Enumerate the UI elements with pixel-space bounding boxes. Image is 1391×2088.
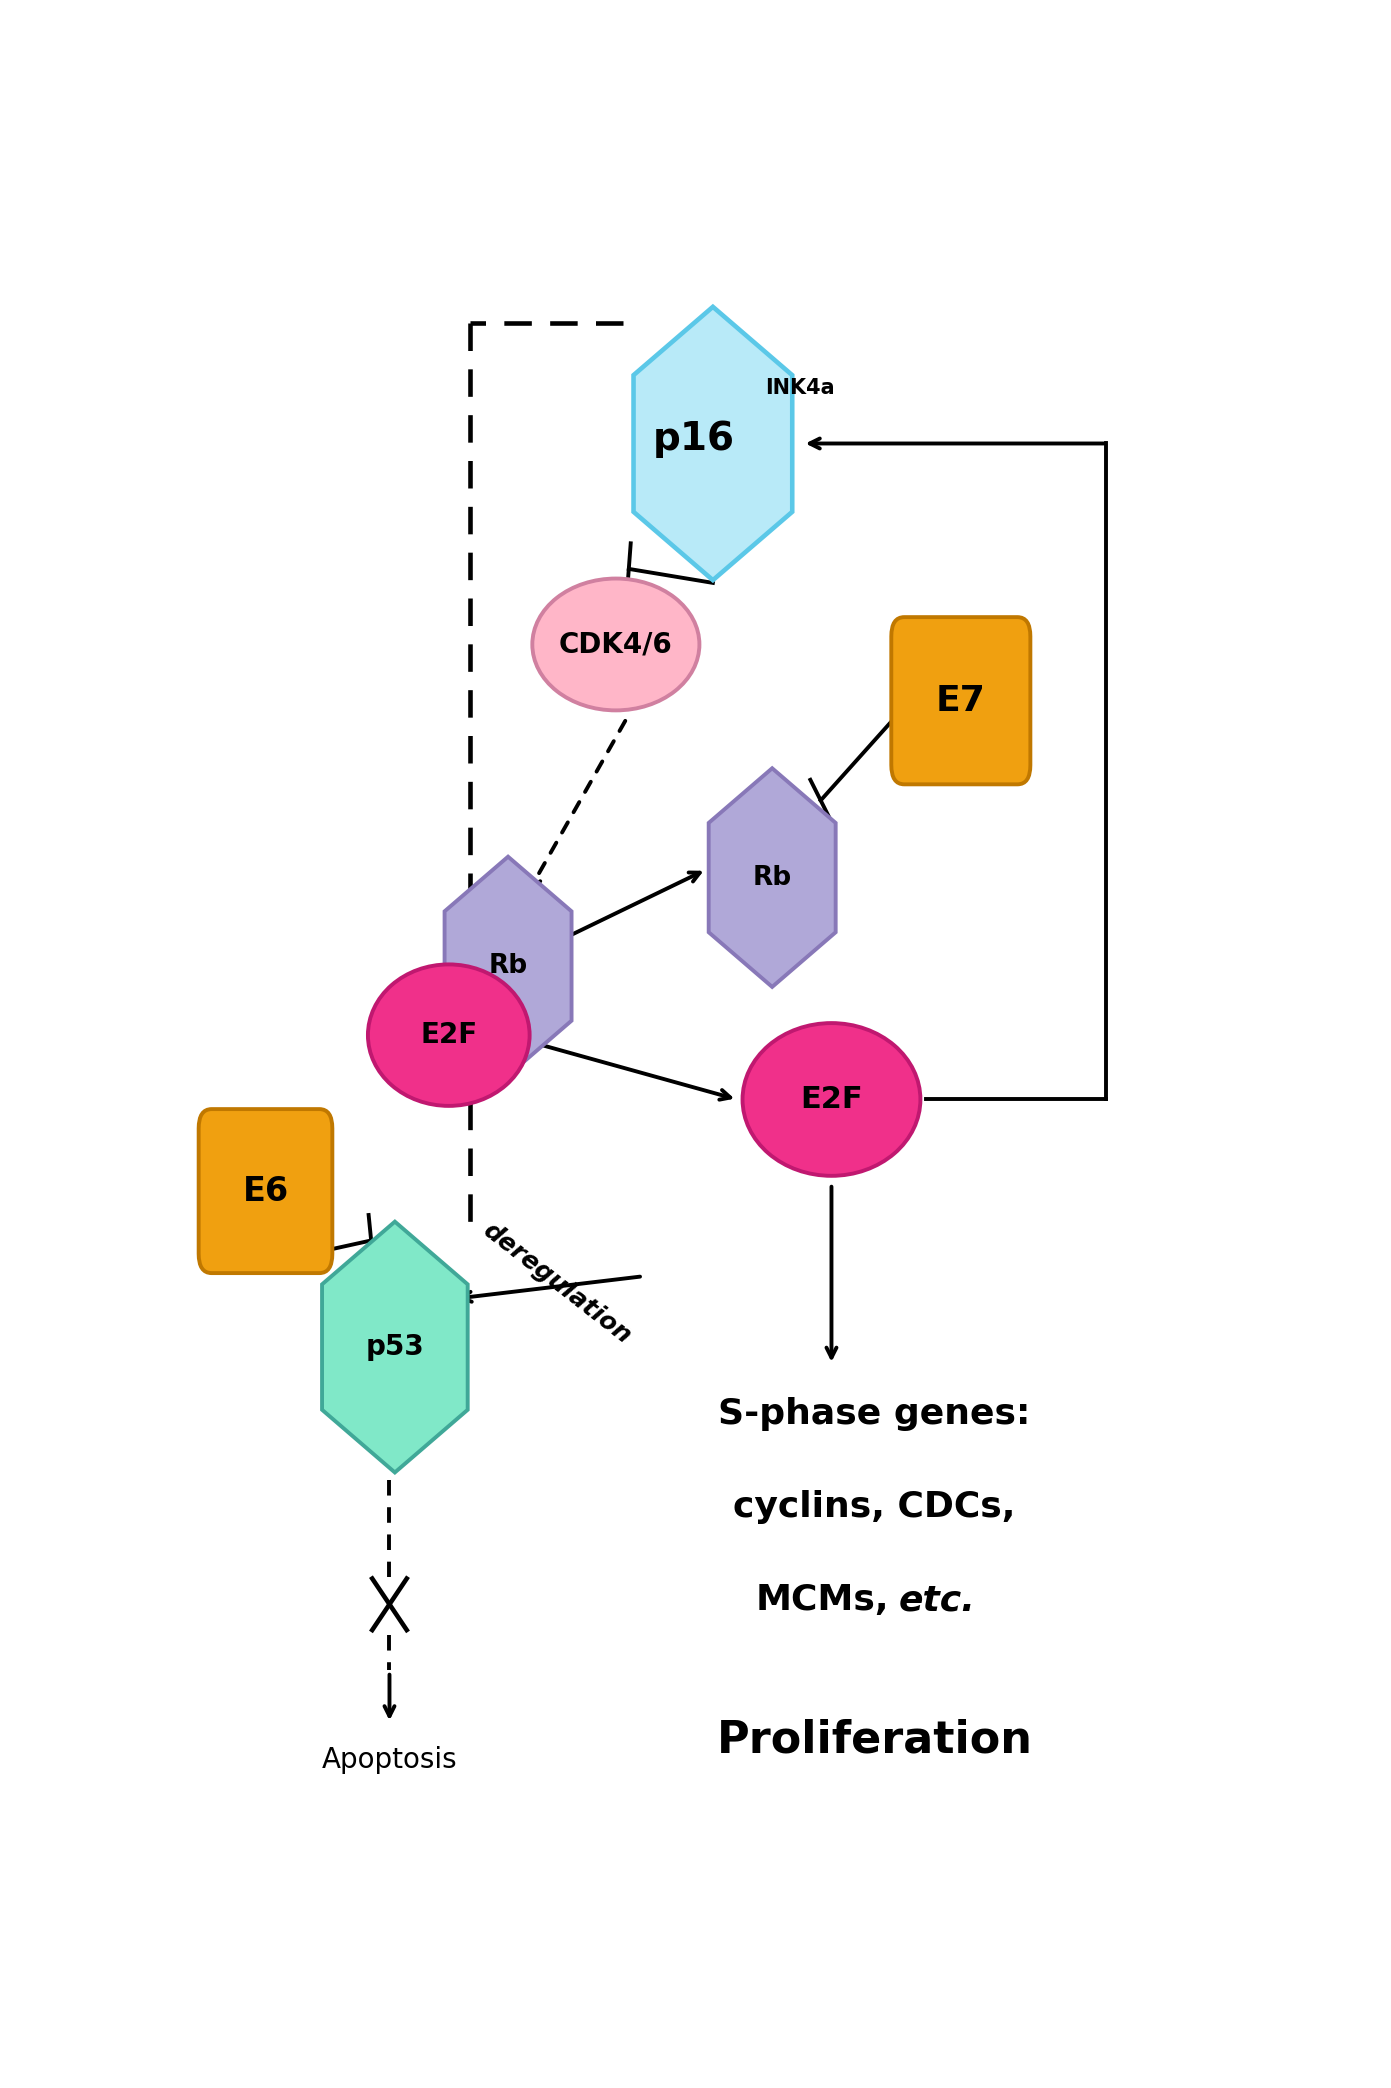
Ellipse shape xyxy=(743,1023,921,1176)
Text: Proliferation: Proliferation xyxy=(716,1718,1032,1762)
Text: etc.: etc. xyxy=(899,1583,975,1618)
Polygon shape xyxy=(323,1221,467,1472)
Text: E2F: E2F xyxy=(420,1021,477,1048)
Text: S-phase genes:: S-phase genes: xyxy=(718,1397,1031,1430)
Text: cyclins, CDCs,: cyclins, CDCs, xyxy=(733,1491,1015,1524)
Text: Rb: Rb xyxy=(753,864,791,892)
Text: deregulation: deregulation xyxy=(479,1217,636,1349)
Text: INK4a: INK4a xyxy=(765,378,835,399)
Polygon shape xyxy=(633,307,793,580)
Text: MCMs,: MCMs, xyxy=(757,1583,890,1618)
Text: E7: E7 xyxy=(936,683,986,718)
FancyBboxPatch shape xyxy=(199,1109,332,1274)
Text: E6: E6 xyxy=(242,1176,288,1207)
Text: Apoptosis: Apoptosis xyxy=(321,1746,458,1775)
Text: p53: p53 xyxy=(366,1332,424,1361)
FancyBboxPatch shape xyxy=(892,618,1031,785)
Text: Rb: Rb xyxy=(488,952,527,979)
Ellipse shape xyxy=(367,965,530,1107)
Polygon shape xyxy=(708,768,836,988)
Ellipse shape xyxy=(533,578,700,710)
Polygon shape xyxy=(445,856,572,1075)
Text: p16: p16 xyxy=(652,420,734,457)
Text: CDK4/6: CDK4/6 xyxy=(559,631,673,658)
Text: E2F: E2F xyxy=(800,1086,862,1115)
